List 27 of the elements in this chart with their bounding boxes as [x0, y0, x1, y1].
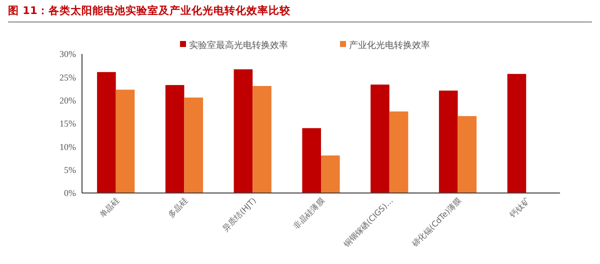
y-tick-label: 25%	[60, 72, 76, 82]
bar	[302, 128, 321, 193]
y-tick-label: 0%	[64, 188, 76, 198]
bar	[370, 84, 390, 193]
y-tick-label: 30%	[60, 49, 76, 60]
y-tick-label: 15%	[60, 118, 76, 129]
bar	[438, 90, 458, 193]
y-tick-label: 5%	[64, 164, 76, 175]
bar	[321, 155, 340, 193]
bar	[116, 90, 135, 193]
y-tick-label: 10%	[60, 142, 76, 152]
bar	[97, 72, 116, 193]
bar	[184, 98, 204, 193]
chart-title: 图 11：各类太阳能电池实验室及产业化光电转化效率比较	[8, 4, 292, 17]
x-tick-label: 非晶硅薄膜	[292, 196, 326, 231]
bar	[389, 111, 408, 193]
bar	[507, 74, 526, 193]
bar	[165, 85, 184, 193]
legend-label: 实验室最高光电转换效率	[189, 40, 288, 51]
x-tick-label: 多晶硅	[166, 196, 190, 220]
bar	[252, 86, 272, 193]
bar	[234, 69, 253, 193]
y-tick-label: 20%	[60, 95, 76, 106]
x-tick-label: 单晶硅	[98, 196, 122, 220]
x-tick-label: 钙钛矿	[508, 196, 532, 220]
legend-label: 产业化光电转换效率	[349, 40, 430, 51]
bar	[458, 116, 477, 193]
